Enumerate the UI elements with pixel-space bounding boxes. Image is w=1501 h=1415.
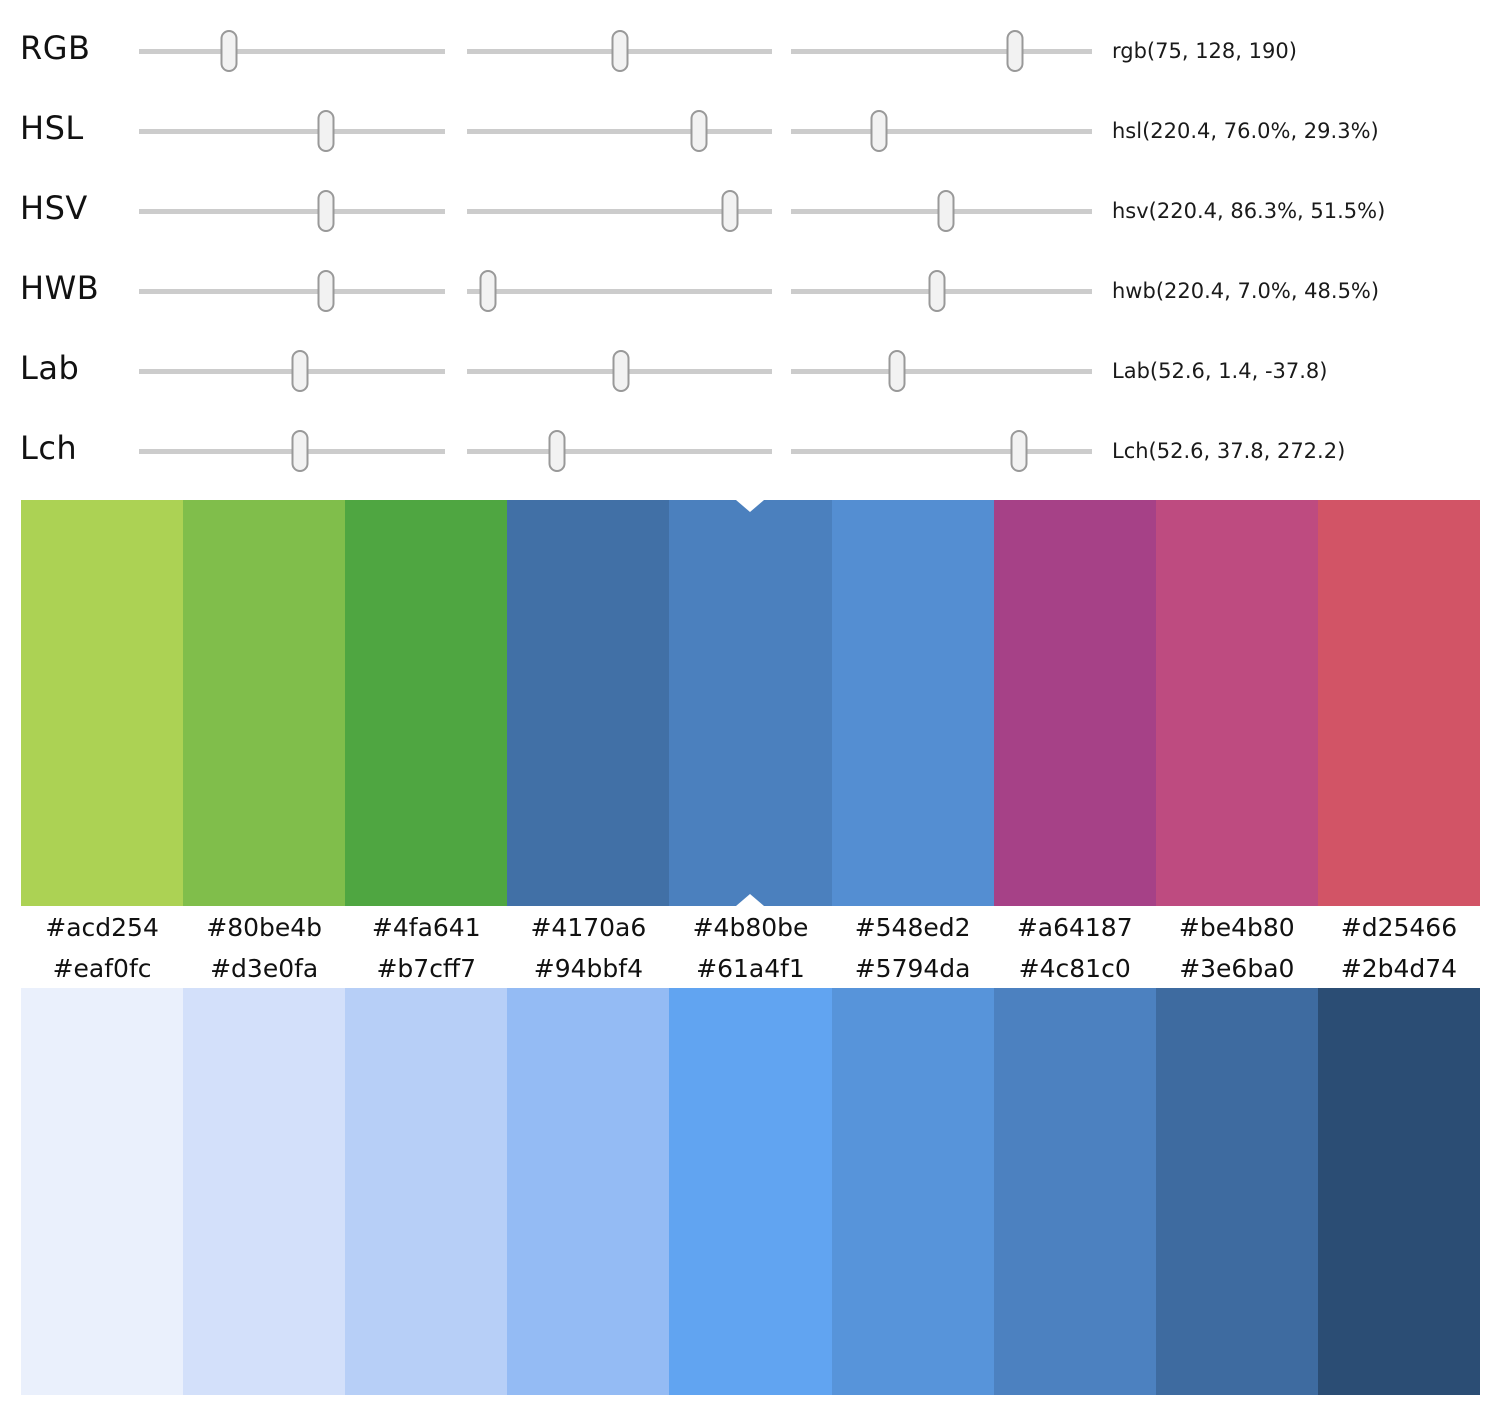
slider-track-lch-1[interactable] — [467, 430, 772, 472]
slider-track-rgb-1[interactable] — [467, 30, 772, 72]
color-model-label-hsl: HSL — [20, 109, 84, 147]
tones-swatch-6[interactable] — [993, 500, 1156, 906]
color-model-label-lch: Lch — [20, 429, 78, 467]
slider-track-hsv-0[interactable] — [139, 190, 445, 232]
slider-handle-rgb-1[interactable] — [611, 30, 629, 72]
shades-hex-label-0: #eaf0fc — [52, 953, 152, 983]
color-model-label-hsv: HSV — [20, 189, 88, 227]
shades-swatch-3[interactable] — [507, 988, 670, 1395]
slider-handle-hwb-2[interactable] — [928, 270, 946, 312]
shades-swatch-4[interactable] — [669, 988, 832, 1395]
slider-track-hsl-1[interactable] — [467, 110, 772, 152]
slider-track-lch-2[interactable] — [791, 430, 1092, 472]
slider-track-rgb-2[interactable] — [791, 30, 1092, 72]
slider-handle-hsl-1[interactable] — [690, 110, 708, 152]
tones-hex-label-3: #4170a6 — [530, 912, 647, 942]
shades-swatch-0[interactable] — [21, 988, 184, 1395]
tones-hex-label-4: #4b80be — [692, 912, 809, 942]
color-value-hwb: hwb(220.4, 7.0%, 48.5%) — [1112, 279, 1380, 303]
shades-hex-label-1: #d3e0fa — [210, 953, 319, 983]
tones-hex-label-7: #be4b80 — [1178, 912, 1295, 942]
slider-handle-hsv-0[interactable] — [317, 190, 335, 232]
color-value-hsv: hsv(220.4, 86.3%, 51.5%) — [1112, 199, 1386, 223]
slider-handle-hwb-1[interactable] — [479, 270, 497, 312]
slider-row-hwb: HWB hwb(220.4, 7.0%, 48.5%) — [0, 251, 1501, 331]
shades-swatch-1[interactable] — [183, 988, 346, 1395]
tones-swatch-0[interactable] — [21, 500, 184, 906]
shades-hex-labels: #eaf0fc #d3e0fa #b7cff7 #94bbf4 #61a4f1 #5794… — [21, 948, 1480, 988]
tones-hex-label-2: #4fa641 — [371, 912, 481, 942]
slider-row-hsl: HSL hsl(220.4, 76.0%, 29.3%) — [0, 91, 1501, 171]
tones-hex-label-5: #548ed2 — [854, 912, 971, 942]
selected-swatch-marker-bottom — [736, 894, 765, 906]
shades-hex-label-5: #5794da — [854, 953, 971, 983]
tones-swatch-2[interactable] — [345, 500, 508, 906]
slider-row-lab: Lab Lab(52.6, 1.4, -37.8) — [0, 331, 1501, 411]
slider-track-hwb-2[interactable] — [791, 270, 1092, 312]
slider-handle-hwb-0[interactable] — [317, 270, 335, 312]
slider-handle-lch-2[interactable] — [1010, 430, 1028, 472]
shades-swatch-5[interactable] — [831, 988, 994, 1395]
slider-track-hwb-1[interactable] — [467, 270, 772, 312]
shades-hex-label-6: #4c81c0 — [1018, 953, 1131, 983]
slider-handle-hsv-2[interactable] — [937, 190, 955, 232]
shades-hex-label-7: #3e6ba0 — [1179, 953, 1295, 983]
slider-handle-lab-1[interactable] — [612, 350, 630, 392]
color-value-lab: Lab(52.6, 1.4, -37.8) — [1112, 359, 1328, 383]
slider-row-lch: Lch Lch(52.6, 37.8, 272.2) — [0, 411, 1501, 491]
shades-hex-label-3: #94bbf4 — [533, 953, 643, 983]
slider-track-hsv-1[interactable] — [467, 190, 772, 232]
tones-swatch-3[interactable] — [507, 500, 670, 906]
tones-swatch-5[interactable] — [831, 500, 994, 906]
tones-hex-label-8: #d25466 — [1340, 912, 1458, 942]
color-value-hsl: hsl(220.4, 76.0%, 29.3%) — [1112, 119, 1379, 143]
tones-hex-label-0: #acd254 — [45, 912, 159, 942]
shades-palette — [21, 988, 1480, 1395]
slider-track-lab-1[interactable] — [467, 350, 772, 392]
tones-hex-label-1: #80be4b — [206, 912, 323, 942]
tones-hex-label-6: #a64187 — [1016, 912, 1133, 942]
color-value-lch: Lch(52.6, 37.8, 272.2) — [1112, 439, 1346, 463]
shades-swatch-6[interactable] — [993, 988, 1156, 1395]
shades-swatch-2[interactable] — [345, 988, 508, 1395]
slider-handle-lch-0[interactable] — [291, 430, 309, 472]
slider-handle-rgb-0[interactable] — [220, 30, 238, 72]
tones-swatch-4[interactable] — [669, 500, 832, 906]
tones-swatch-1[interactable] — [183, 500, 346, 906]
color-model-label-lab: Lab — [20, 349, 80, 387]
slider-handle-hsl-2[interactable] — [870, 110, 888, 152]
slider-track-hsv-2[interactable] — [791, 190, 1092, 232]
slider-handle-hsv-1[interactable] — [721, 190, 739, 232]
slider-track-rgb-0[interactable] — [139, 30, 445, 72]
shades-hex-label-2: #b7cff7 — [376, 953, 477, 983]
selected-swatch-marker-top — [736, 500, 765, 512]
tones-swatch-8[interactable] — [1317, 500, 1480, 906]
shades-swatch-8[interactable] — [1317, 988, 1480, 1395]
slider-handle-rgb-2[interactable] — [1006, 30, 1024, 72]
slider-track-hwb-0[interactable] — [139, 270, 445, 312]
shades-hex-label-4: #61a4f1 — [696, 953, 805, 983]
color-model-label-rgb: RGB — [20, 29, 91, 67]
tones-swatch-7[interactable] — [1155, 500, 1318, 906]
slider-handle-lch-1[interactable] — [548, 430, 566, 472]
slider-handle-lab-0[interactable] — [291, 350, 309, 392]
slider-track-hsl-2[interactable] — [791, 110, 1092, 152]
slider-handle-lab-2[interactable] — [888, 350, 906, 392]
slider-track-lab-0[interactable] — [139, 350, 445, 392]
color-model-label-hwb: HWB — [20, 269, 100, 307]
shades-swatch-7[interactable] — [1155, 988, 1318, 1395]
slider-track-lch-0[interactable] — [139, 430, 445, 472]
shades-hex-label-8: #2b4d74 — [1340, 953, 1458, 983]
slider-handle-hsl-0[interactable] — [317, 110, 335, 152]
color-value-rgb: rgb(75, 128, 190) — [1112, 39, 1297, 63]
tones-palette — [21, 500, 1480, 906]
slider-track-hsl-0[interactable] — [139, 110, 445, 152]
slider-track-lab-2[interactable] — [791, 350, 1092, 392]
slider-row-rgb: RGB rgb(75, 128, 190) — [0, 11, 1501, 91]
slider-row-hsv: HSV hsv(220.4, 86.3%, 51.5%) — [0, 171, 1501, 251]
tones-hex-labels: #acd254 #80be4b #4fa641 #4170a6 #4b80be #548e… — [21, 906, 1480, 948]
